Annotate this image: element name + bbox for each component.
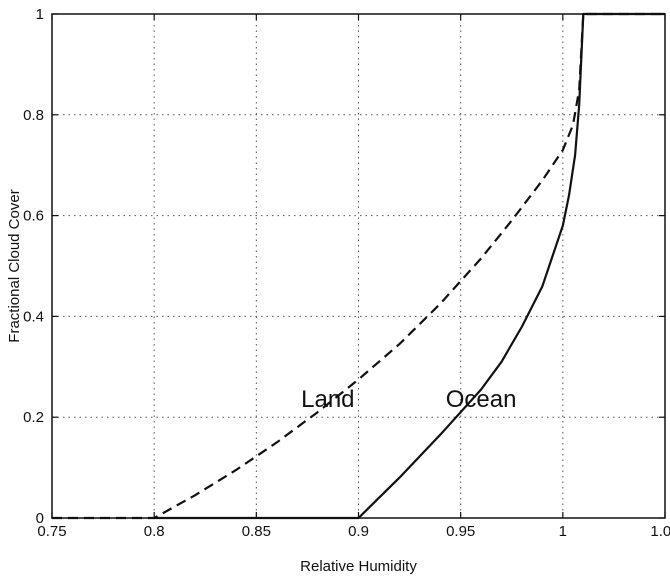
y-tick-label: 1 xyxy=(36,6,44,23)
x-axis-label: Relative Humidity xyxy=(300,558,417,575)
series-line-ocean xyxy=(154,12,665,520)
x-tick-label: 1.05 xyxy=(650,523,670,540)
series-lines xyxy=(52,12,665,520)
y-tick-label: 0 xyxy=(36,510,44,527)
axis-ticks xyxy=(51,13,666,519)
grid-lines xyxy=(52,14,665,518)
x-tick-label: 0.75 xyxy=(37,523,66,540)
y-tick-label: 0.2 xyxy=(23,409,44,426)
plot-frame xyxy=(51,13,666,519)
y-axis-label: Fractional Cloud Cover xyxy=(6,189,23,342)
y-tick-label: 0.4 xyxy=(23,308,44,325)
x-tick-label: 0.9 xyxy=(348,523,369,540)
y-tick-label: 0.6 xyxy=(23,208,44,225)
series-label-land: Land xyxy=(301,386,354,413)
y-tick-label: 0.8 xyxy=(23,107,44,124)
tick-labels: 0.75 0.8 0.85 0.9 0.95 1 1.05 0 0.2 0.4 0.6 0.8 1 xyxy=(23,6,670,540)
x-tick-label: 1 xyxy=(559,523,567,540)
x-tick-label: 0.8 xyxy=(144,523,165,540)
x-tick-label: 0.95 xyxy=(446,523,475,540)
x-tick-label: 0.85 xyxy=(242,523,271,540)
series-line-land xyxy=(52,12,665,520)
series-annotations: Land Ocean xyxy=(301,386,516,413)
series-label-ocean: Ocean xyxy=(446,386,517,413)
